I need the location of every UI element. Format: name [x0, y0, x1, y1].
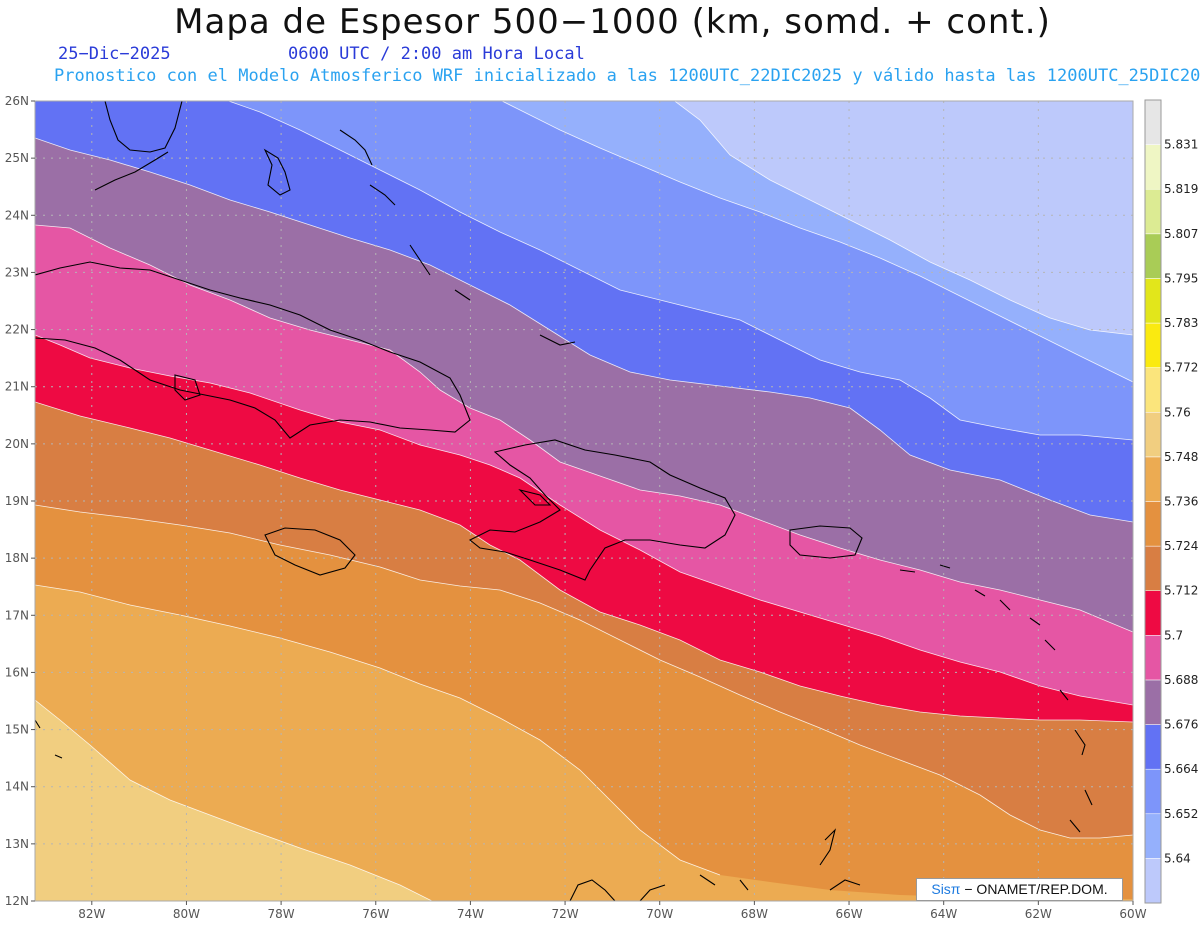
colorbar-label: 5.664	[1164, 762, 1198, 776]
colorbar-swatch	[1144, 412, 1162, 458]
thickness-fill	[35, 101, 1133, 901]
colorbar-swatch	[1144, 724, 1162, 770]
colorbar-swatch	[1144, 278, 1162, 324]
colorbar-swatch	[1144, 545, 1162, 591]
colorbar-swatch	[1144, 590, 1162, 636]
south-america-coast	[569, 828, 861, 901]
lat-tick-label: 17N	[5, 608, 29, 622]
colorbar-label: 5.819	[1164, 182, 1198, 196]
lon-tick-label: 66W	[835, 907, 862, 921]
band-5.736	[35, 700, 432, 901]
hispaniola-coast	[468, 439, 736, 581]
colorbar-swatch	[1144, 188, 1162, 235]
colorbar-label: 5.736	[1164, 495, 1198, 509]
colorbar-label: 5.748	[1164, 450, 1198, 464]
lon-tick-label: 76W	[362, 907, 389, 921]
credit-org: − ONAMET/REP.DOM.	[964, 881, 1108, 897]
florida-coast	[104, 101, 183, 153]
lon-tick-label: 82W	[78, 907, 105, 921]
lon-tick-label: 70W	[646, 907, 673, 921]
colorbar-label: 5.807	[1164, 227, 1198, 241]
colorbar-label: 5.688	[1164, 673, 1198, 687]
lat-tick-label: 25N	[5, 151, 29, 165]
lat-tick-label: 24N	[5, 208, 29, 222]
bahamas-andros	[263, 148, 291, 196]
colorbar-label: 5.76	[1164, 405, 1191, 419]
map-title: Mapa de Espesor 500−1000 (km, somd. + co…	[174, 2, 1051, 42]
axis-labels: 26N 25N 24N 23N 22N 21N 20N 19N 18N 17N 16N 15N 14N 1…	[5, 94, 1147, 921]
colorbar-label: 5.783	[1164, 316, 1198, 330]
lon-tick-label: 78W	[268, 907, 295, 921]
colorbar-label: 5.712	[1164, 584, 1198, 598]
lat-tick-label: 14N	[5, 780, 29, 794]
colorbar-swatch	[1144, 456, 1162, 502]
band-lt-5.64	[674, 101, 1133, 335]
contour-lines	[35, 101, 1133, 901]
model-description: Pronostico con el Modelo Atmosferico WRF…	[54, 66, 1200, 86]
coastlines	[35, 101, 1093, 901]
honduras-coast	[35, 719, 63, 759]
lon-tick-label: 60W	[1119, 907, 1146, 921]
colorbar-swatch	[1144, 367, 1162, 413]
lon-tick-label: 62W	[1025, 907, 1052, 921]
lon-tick-label: 68W	[741, 907, 768, 921]
forecast-time: 0600 UTC / 2:00 am Hora Local	[288, 44, 585, 64]
isla-juventud	[174, 374, 201, 401]
lat-tick-label: 23N	[5, 265, 29, 279]
colorbar-frame	[1144, 99, 1162, 904]
colorbar-swatch	[1144, 813, 1162, 859]
colorbar-swatch	[1144, 144, 1162, 190]
colorbar-label: 5.7	[1164, 628, 1183, 642]
credit-box: Sisπ − ONAMET/REP.DOM.	[916, 878, 1123, 901]
colorbar-swatch	[1144, 501, 1162, 547]
colorbar-swatch	[1144, 679, 1162, 725]
lat-tick-label: 12N	[5, 894, 29, 908]
jamaica-coast	[264, 527, 356, 576]
lat-tick-label: 19N	[5, 494, 29, 508]
colorbar-label: 5.772	[1164, 361, 1198, 375]
puerto-rico-coast	[789, 525, 863, 559]
colorbar-swatch	[1144, 322, 1162, 368]
gonave	[518, 488, 552, 506]
lat-tick-label: 16N	[5, 665, 29, 679]
colorbar-label: 5.676	[1164, 718, 1198, 732]
lat-tick-label: 20N	[5, 437, 29, 451]
colorbar-label: 5.652	[1164, 807, 1198, 821]
keys-coast	[94, 151, 169, 191]
lon-tick-label: 80W	[173, 907, 200, 921]
colorbar-swatch	[1144, 635, 1162, 681]
lon-tick-label: 72W	[551, 907, 578, 921]
lat-tick-label: 18N	[5, 551, 29, 565]
graticule	[35, 101, 1133, 901]
lon-tick-label: 74W	[457, 907, 484, 921]
bahamas-islands	[339, 129, 576, 346]
colorbar-swatch	[1144, 99, 1162, 145]
colorbar-swatch	[1144, 858, 1162, 904]
colorbar-swatch	[1144, 768, 1162, 815]
colorbar: 5.64 5.652 5.664 5.676 5.688 5.7 5.712 5.724 5.7…	[1144, 99, 1198, 904]
colorbar-label: 5.831	[1164, 138, 1198, 152]
colorbar-label: 5.795	[1164, 271, 1198, 285]
brand-logo: Sisπ	[931, 881, 961, 897]
forecast-date: 25−Dic−2025	[58, 44, 171, 64]
lat-tick-label: 13N	[5, 837, 29, 851]
lat-tick-label: 22N	[5, 323, 29, 337]
lat-tick-label: 15N	[5, 723, 29, 737]
colorbar-swatch	[1144, 233, 1162, 279]
lesser-antilles	[899, 564, 1093, 833]
lat-tick-label: 21N	[5, 380, 29, 394]
colorbar-label: 5.64	[1164, 851, 1191, 865]
lat-tick-label: 26N	[5, 94, 29, 108]
lon-tick-label: 64W	[930, 907, 957, 921]
colorbar-label: 5.724	[1164, 539, 1198, 553]
cuba-coast	[35, 261, 471, 439]
